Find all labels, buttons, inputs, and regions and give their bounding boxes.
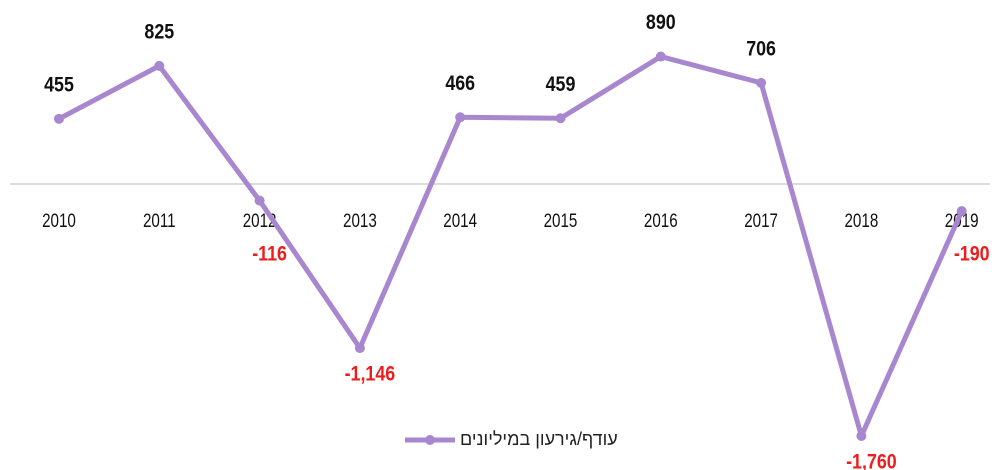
x-tick-label: 2013 <box>343 209 377 231</box>
legend-marker <box>425 435 435 445</box>
value-label: -1,146 <box>345 362 396 386</box>
point <box>956 206 967 217</box>
line <box>57 54 964 439</box>
point <box>655 51 666 62</box>
x-tick-label: 2018 <box>845 209 879 231</box>
legend-label: עודף/גירעון במיליונים <box>460 429 618 449</box>
x-tick-label: 2014 <box>443 209 477 231</box>
point <box>756 77 767 88</box>
point <box>54 113 64 124</box>
value-label: 455 <box>44 73 74 97</box>
value-label: 890 <box>646 11 676 35</box>
value-label: 466 <box>445 71 475 95</box>
value-label: -190 <box>954 242 990 266</box>
point <box>254 195 265 206</box>
point <box>455 112 466 123</box>
value-label: -116 <box>252 242 287 266</box>
x-tick-label: 2016 <box>644 209 678 231</box>
x-tick-label: 2011 <box>143 209 176 231</box>
point <box>354 343 365 354</box>
value-label: 459 <box>546 72 576 96</box>
x-tick-label: 2010 <box>42 209 76 231</box>
value-label: 706 <box>746 37 776 61</box>
x-tick-label: 2015 <box>544 209 578 231</box>
x-tick-label: 2017 <box>744 209 778 231</box>
point <box>555 113 566 124</box>
point <box>856 430 867 441</box>
value-label: -1,760 <box>846 450 897 470</box>
point <box>154 60 165 71</box>
value-label: 825 <box>144 20 174 44</box>
